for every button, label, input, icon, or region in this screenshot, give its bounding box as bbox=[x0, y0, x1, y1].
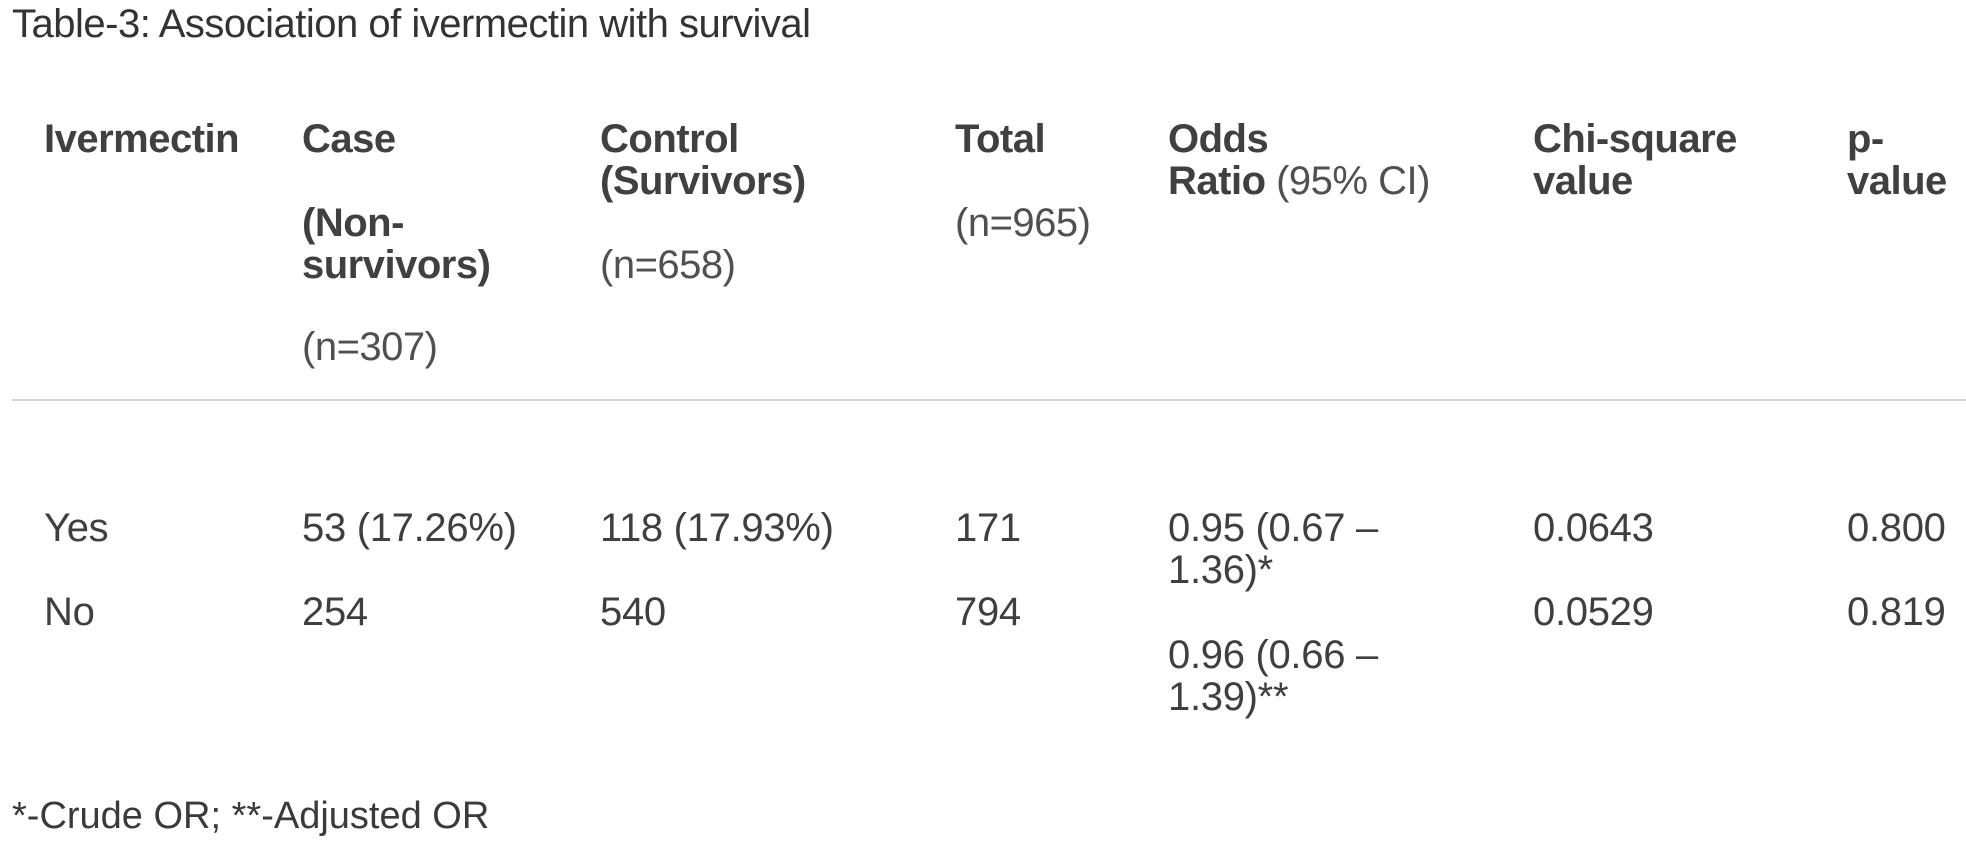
row-yes-control: 118 (17.93%) bbox=[600, 506, 834, 550]
header-chi-label: Chi-square bbox=[1533, 117, 1737, 161]
row-yes-p: 0.800 bbox=[1847, 506, 1946, 550]
row-no-ivermectin: No bbox=[44, 590, 95, 634]
row-yes-chi: 0.0643 bbox=[1533, 506, 1654, 550]
row-no-case: 254 bbox=[302, 590, 368, 634]
header-case-sub1: (Non- bbox=[302, 201, 404, 245]
header-case-n: (n=307) bbox=[302, 325, 438, 369]
header-odds-ratio: Odds Ratio (95% CI) bbox=[1168, 118, 1430, 202]
header-control: Control (Survivors) (n=658) bbox=[600, 118, 806, 286]
table-footnote: *-Crude OR; **-Adjusted OR bbox=[12, 795, 490, 837]
header-p-label: p- bbox=[1847, 117, 1884, 161]
header-case-label: Case bbox=[302, 117, 396, 161]
row-yes-odds-ratio: 0.95 (0.67 – 1.36)* bbox=[1168, 507, 1378, 591]
header-control-n: (n=658) bbox=[600, 243, 736, 287]
row-yes-or-line1: 0.95 (0.67 – bbox=[1168, 506, 1378, 550]
row-yes-total: 171 bbox=[955, 506, 1021, 550]
header-odds-label-2: Ratio (95% CI) bbox=[1168, 160, 1430, 202]
header-p-value: p- value bbox=[1847, 118, 1947, 202]
header-case: Case (Non- survivors) (n=307) bbox=[302, 117, 491, 369]
row-yes-case: 53 (17.26%) bbox=[302, 506, 517, 550]
row-yes-ivermectin: Yes bbox=[44, 506, 109, 550]
header-control-sub: (Survivors) bbox=[600, 159, 806, 203]
header-total-label: Total bbox=[955, 117, 1046, 161]
header-ivermectin-label: Ivermectin bbox=[44, 117, 240, 161]
header-total-n: (n=965) bbox=[955, 201, 1091, 245]
header-chi-sub: value bbox=[1533, 159, 1633, 203]
row-yes-or-line2: 1.36)* bbox=[1168, 548, 1273, 592]
row-no-control: 540 bbox=[600, 590, 666, 634]
row-no-chi: 0.0529 bbox=[1533, 590, 1654, 634]
row-no-or-line2: 1.39)** bbox=[1168, 675, 1289, 719]
row-no-odds-ratio: 0.96 (0.66 – 1.39)** bbox=[1168, 634, 1378, 718]
header-ivermectin: Ivermectin bbox=[44, 117, 240, 161]
header-total: Total (n=965) bbox=[955, 117, 1091, 245]
header-p-sub: value bbox=[1847, 159, 1947, 203]
header-ratio-word: Ratio bbox=[1168, 159, 1266, 203]
header-odds-ci: (95% CI) bbox=[1265, 159, 1430, 203]
header-divider bbox=[12, 399, 1966, 401]
header-chi-square: Chi-square value bbox=[1533, 118, 1737, 202]
row-no-or-line1: 0.96 (0.66 – bbox=[1168, 633, 1378, 677]
header-case-sub2: survivors) bbox=[302, 243, 491, 287]
row-no-p: 0.819 bbox=[1847, 590, 1946, 634]
row-no-total: 794 bbox=[955, 590, 1021, 634]
header-control-label: Control bbox=[600, 117, 739, 161]
table-title: Table-3: Association of ivermectin with … bbox=[12, 2, 811, 46]
header-odds-label: Odds bbox=[1168, 117, 1269, 161]
